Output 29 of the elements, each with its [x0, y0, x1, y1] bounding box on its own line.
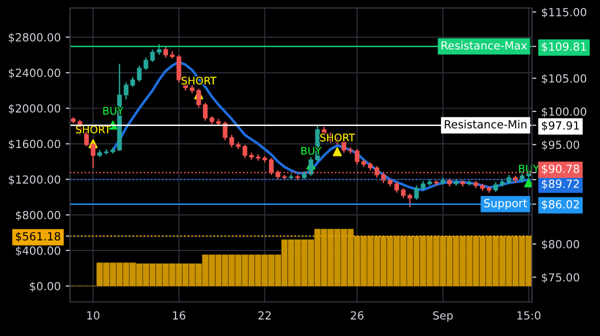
- y-tick-label: $2000.00: [8, 104, 60, 114]
- x-tick-label: 22: [258, 311, 271, 320]
- y2-tick-label: $97.91: [542, 121, 579, 132]
- ref-line-label: Support: [484, 198, 528, 210]
- y-tick-label: $800.00: [16, 210, 60, 221]
- y2-tick-label: $95.00: [542, 140, 580, 150]
- x-tick-label: Sep: [433, 311, 453, 322]
- y-tick-label: $0.00: [30, 282, 60, 292]
- y2-tick-label: $90.78: [542, 164, 580, 174]
- y-tick-label: $561.18: [16, 232, 60, 242]
- x-tick-label: 16: [173, 311, 186, 320]
- y-tick-label: $2400.00: [8, 68, 60, 79]
- y2-tick-label: $80.00: [542, 240, 580, 250]
- y2-tick-label: $115.00: [542, 8, 586, 18]
- x-tick-label: 26: [350, 311, 364, 320]
- y-tick-label: $1600.00: [8, 140, 60, 150]
- x-tick-label: 10: [87, 311, 100, 320]
- y2-tick-label: $75.00: [542, 272, 580, 284]
- y2-tick-label: $89.72: [542, 179, 579, 190]
- ref-line-label: Resistance-Min: [444, 120, 526, 129]
- y2-tick-label: $100.00: [542, 107, 586, 118]
- x-tick-label: 15:0: [517, 311, 540, 320]
- ref-line-label: Resistance-Max: [442, 41, 528, 50]
- y-tick-label: $2800.00: [8, 32, 60, 44]
- y2-tick-label: $109.81: [542, 42, 586, 52]
- y2-tick-label: $105.00: [542, 74, 586, 84]
- y-tick-label: $400.00: [16, 246, 60, 256]
- y-tick-label: $1200.00: [8, 175, 60, 186]
- y2-tick-label: $86.02: [542, 200, 579, 210]
